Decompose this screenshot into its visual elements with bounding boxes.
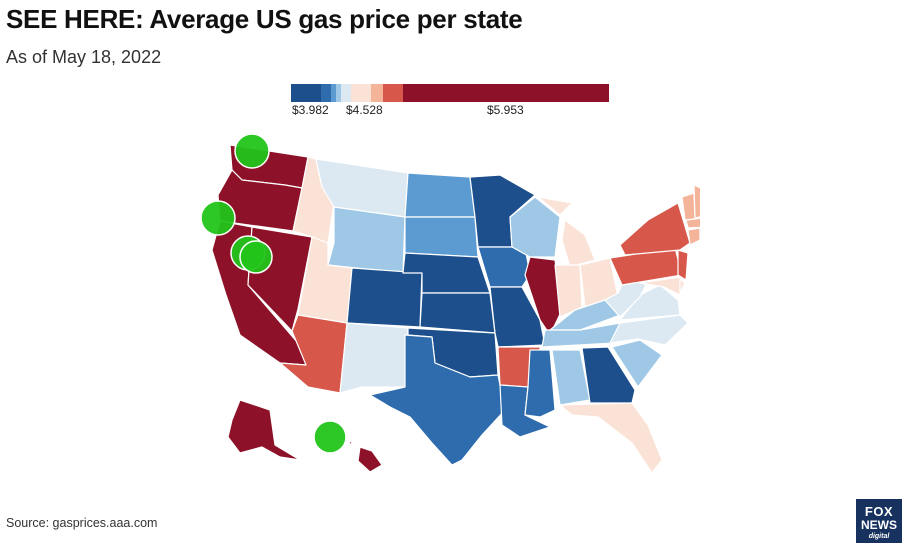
legend-label-min: $3.982 [292,103,329,117]
legend-swatch [371,84,383,102]
map-marker[interactable] [200,200,236,236]
logo-line-1: FOX [864,504,894,519]
state-sc[interactable] [611,339,663,388]
legend-swatch [336,84,341,102]
legend-swatch [403,84,609,102]
map-marker[interactable] [234,133,270,169]
state-ct[interactable] [687,227,700,246]
legend-swatch [331,84,336,102]
state-md[interactable] [639,276,681,296]
state-nm[interactable] [339,322,409,394]
state-vt[interactable] [681,192,696,221]
map-marker[interactable] [313,420,347,454]
state-nj[interactable] [677,249,689,281]
state-sd[interactable] [404,216,479,258]
state-ny[interactable] [619,202,691,256]
state-co[interactable] [346,267,423,328]
markers-group [200,133,347,454]
state-hi[interactable] [339,437,383,473]
legend-swatch [321,84,331,102]
legend-swatch [291,84,321,102]
state-tn[interactable] [541,322,621,348]
state-wv[interactable] [604,272,647,318]
state-fl[interactable] [559,402,663,474]
state-ga[interactable] [581,346,636,404]
page-title: SEE HERE: Average US gas price per state [6,4,523,34]
legend-swatch [341,84,351,102]
state-tx[interactable] [369,334,506,466]
state-wy[interactable] [327,206,406,274]
state-nd[interactable] [404,172,476,218]
us-state-map [200,133,700,474]
legend-label-max: $5.953 [487,103,524,117]
state-mi[interactable] [537,196,596,268]
color-legend-bar [291,84,609,102]
logo-line-3: digital [868,533,890,540]
source-text: Source: gasprices.aaa.com [6,516,158,530]
state-ma[interactable] [685,217,700,229]
state-nc[interactable] [609,314,689,346]
fox-news-logo: FOX NEWS digital [856,499,902,543]
legend-swatch [383,84,403,102]
state-wi[interactable] [509,196,561,258]
legend-swatch [351,84,371,102]
legend-label-mid: $4.528 [346,103,383,117]
state-ks[interactable] [419,292,496,334]
state-in[interactable] [554,264,583,318]
page-subtitle: As of May 18, 2022 [6,47,162,67]
logo-line-2: NEWS [861,518,897,532]
map-marker[interactable] [239,240,273,274]
state-ak[interactable] [227,399,301,461]
state-nh[interactable] [693,184,700,219]
state-ms[interactable] [524,349,556,418]
